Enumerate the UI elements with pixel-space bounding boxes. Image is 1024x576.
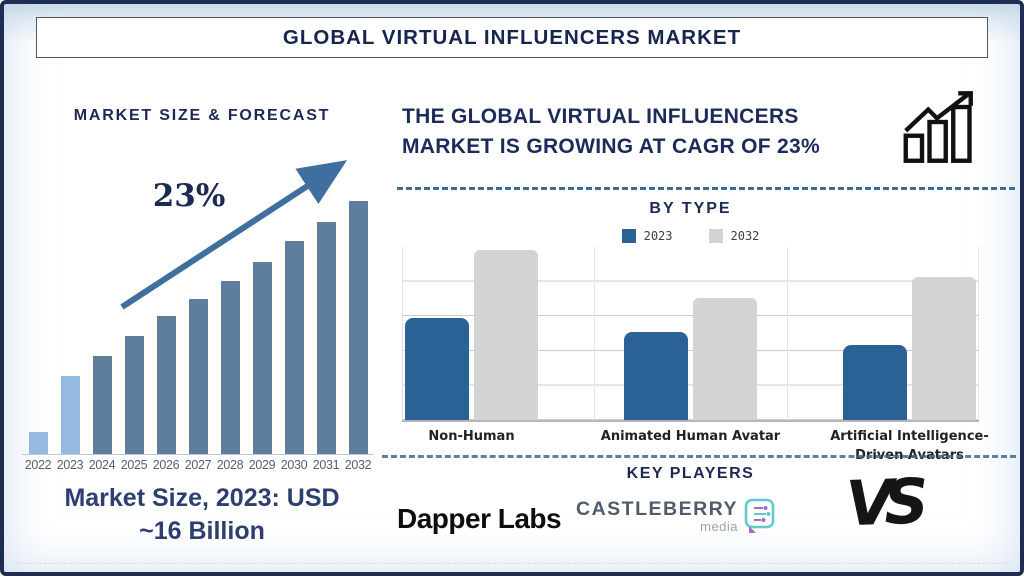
bytype-category-label: Animated Human Avatar [600,429,781,444]
bytype-category-label: Artificial Intelligence-Driven Avatars [830,429,989,463]
bytype-category-labels: Non-Human Animated Human Avatar Artificial… [402,428,988,466]
bytype-bar-pair [843,277,976,420]
forecast-bar-cell [342,201,374,454]
forecast-bar-2031 [316,222,336,454]
bytype-plot [402,247,979,422]
bytype-groups [402,247,979,420]
bytype-bar-pair [405,250,538,420]
bytype-label-cell: Non-Human [405,428,538,466]
market-size-note-line2: ~16 Billion [139,516,265,545]
bytype-bar-2032 [912,277,976,420]
forecast-bar-cell [182,299,214,454]
castleberry-logo-text: CASTLEBERRY media [576,498,738,534]
bottom-accent-line [14,563,1010,564]
castleberry-circuit-icon [744,498,775,533]
headline-line1: THE GLOBAL VIRTUAL INFLUENCERS [402,105,799,128]
forecast-year-label: 2029 [248,458,276,472]
forecast-bar-cell [22,432,54,454]
forecast-year-label: 2023 [56,458,84,472]
forecast-year-label: 2022 [24,458,52,472]
castleberry-media-sub: media [700,519,739,534]
forecast-bar-2029 [252,262,272,454]
market-size-note-line1: Market Size, 2023: USD [64,484,340,512]
forecast-year-label: 2026 [152,458,180,472]
castleberry-wordmark: CASTLEBERRY [576,498,739,520]
forecast-year-label: 2030 [280,458,308,472]
forecast-bar-2026 [156,316,176,454]
bytype-bar-pair [624,298,757,420]
cagr-annotation: 23% [152,178,226,214]
legend-label: 2023 [643,229,673,243]
forecast-bar-cell [54,376,86,454]
forecast-bar-cell [278,241,310,454]
legend-label: 2032 [730,229,760,243]
plot-gridline-vertical [786,247,788,420]
forecast-year-label: 2031 [312,458,340,472]
forecast-year-label: 2024 [88,458,116,472]
divider-dashed-bottom [382,455,1016,458]
plot-border-right [978,247,979,420]
bytype-group [843,247,976,420]
bytype-label-cell: Animated Human Avatar [601,428,780,466]
bytype-legend: 2023 2032 [402,228,979,244]
bytype-bar-2023 [843,345,907,420]
header-title-box: GLOBAL VIRTUAL INFLUENCERS MARKET [36,17,988,58]
plot-border-left [402,247,403,420]
forecast-bar-2025 [124,336,144,454]
forecast-bar-cell [246,262,278,454]
bytype-bar-2023 [624,332,688,420]
by-type-title: BY TYPE [649,200,732,217]
forecast-year-label: 2028 [216,458,244,472]
forecast-bar-2032 [348,201,368,454]
page-title: GLOBAL VIRTUAL INFLUENCERS MARKET [282,25,742,49]
forecast-bar-cell [150,316,182,454]
forecast-bars [22,199,374,455]
forecast-bar-cell [310,222,342,454]
forecast-bar-2028 [220,281,240,454]
bytype-bar-2032 [474,250,538,420]
bar-chart-growth-icon [903,91,973,163]
divider-dashed-top [397,187,1015,190]
castleberry-media-logo: CASTLEBERRY media [576,498,779,534]
forecast-bar-cell [214,281,246,454]
forecast-bar-2023 [60,376,80,454]
legend-swatch-2032 [708,229,723,243]
forecast-bar-cell [86,356,118,454]
forecast-year-label: 2027 [184,458,212,472]
key-players-title: KEY PLAYERS [626,465,755,482]
bytype-category-label: Non-Human [428,429,515,444]
bytype-bar-2032 [693,298,757,420]
legend-swatch-2023 [621,229,636,243]
forecast-year-labels: 2022 2023 2024 2025 2026 2027 2028 2029 2030 2031… [22,458,374,472]
headline-line2: MARKET IS GROWING AT CAGR OF 23% [402,135,820,158]
bytype-group [624,247,757,420]
forecast-bar-2027 [188,299,208,454]
bytype-group [405,247,538,420]
legend-item-2023: 2023 [621,229,673,243]
vs-logo: VS [844,464,920,541]
forecast-bar-2022 [28,432,48,454]
forecast-bar-2024 [92,356,112,454]
market-size-note: Market Size, 2023: USD ~16 Billion [16,482,388,547]
plot-gridline-vertical [594,247,596,420]
headline: THE GLOBAL VIRTUAL INFLUENCERS MARKET IS… [402,102,892,162]
legend-item-2032: 2032 [708,229,760,243]
bytype-bar-2023 [405,318,469,420]
forecast-bar-2030 [284,241,304,454]
growth-trend-arrow-icon [120,160,348,310]
bytype-label-cell: Artificial Intelligence-Driven Avatars [830,428,988,466]
forecast-bar-cell [118,336,150,454]
dapper-labs-logo: Dapper Labs [397,503,562,534]
forecast-year-label: 2025 [120,458,148,472]
forecast-year-label: 2032 [344,458,372,472]
forecast-chart-title: MARKET SIZE & FORECAST [73,107,331,124]
